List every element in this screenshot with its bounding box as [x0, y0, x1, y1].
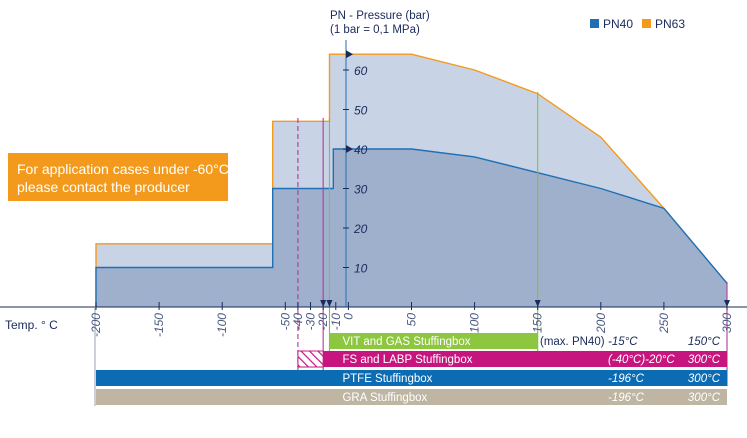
x-tick-label: 150 — [531, 313, 545, 333]
bar-note: (max. PN40) — [540, 336, 605, 348]
pressure-arrow — [346, 145, 353, 153]
bar-max-temp: 300°C — [688, 392, 721, 404]
x-tick-label: -10 — [329, 313, 343, 331]
bar-max-temp: 150°C — [688, 336, 721, 348]
notice-background — [8, 153, 228, 201]
limit-arrow — [320, 300, 327, 307]
bar-min-temp: -196°C — [608, 373, 645, 385]
bar-max-temp: 300°C — [688, 354, 721, 366]
x-tick-label: -30 — [304, 313, 318, 331]
bar-label: PTFE Stuffingbox — [342, 373, 432, 385]
x-tick-label: 250 — [657, 313, 671, 334]
y-axis-title-line1: PN - Pressure (bar) — [330, 10, 430, 22]
y-tick-label: 30 — [354, 183, 368, 197]
x-tick-label: -150 — [152, 313, 166, 337]
x-tick-label: -50 — [278, 313, 292, 331]
pressure-arrow — [346, 50, 353, 59]
y-tick-label: 40 — [354, 143, 368, 157]
x-tick-label: -40 — [291, 313, 305, 331]
limit-arrow — [326, 300, 333, 307]
bar-label: GRA Stuffingbox — [342, 392, 427, 404]
limit-arrow — [534, 300, 541, 307]
bar-min-temp: -15°C — [608, 336, 638, 348]
legend-label-pn40: PN40 — [603, 17, 633, 31]
notice-line2: please contact the producer — [17, 179, 190, 195]
tick-layer: -200 -150 -100 -50-40-30-20-100 50 100 150 200 2… — [89, 50, 734, 337]
y-tick-label: 10 — [354, 262, 368, 276]
x-tick-label: 300 — [720, 313, 734, 333]
legend-swatch-pn40 — [590, 19, 599, 28]
x-tick-label: 100 — [468, 313, 482, 333]
y-tick-label: 50 — [354, 104, 368, 118]
limit-arrow — [724, 300, 730, 307]
bar-min-temp: (-40°C)-20°C — [608, 354, 675, 366]
x-tick-label: 50 — [405, 313, 419, 327]
x-tick-label: -200 — [89, 313, 103, 337]
notice-box: For application cases under -60°C please… — [8, 153, 229, 201]
bar-label: FS and LABP Stuffingbox — [342, 354, 472, 366]
axis-layer — [0, 40, 747, 406]
x-tick-label: 0 — [341, 313, 355, 320]
x-tick-label: 200 — [594, 313, 608, 334]
x-axis-label: Temp. ° C — [5, 318, 58, 332]
bar-label: VIT and GAS Stuffingbox — [342, 336, 470, 348]
x-tick-label: -20 — [316, 313, 330, 331]
guide-line-layer — [297, 92, 728, 386]
y-tick-label: 60 — [354, 64, 368, 78]
legend-swatch-pn63 — [642, 19, 651, 28]
legend: PN40 PN63 — [590, 17, 685, 31]
bar-hatch-fs-and-labp-stuffingbox — [297, 350, 324, 368]
bar-vit-and-gas-stuffingbox — [329, 333, 538, 349]
bar-max-temp: 300°C — [688, 373, 721, 385]
area-layer — [95, 53, 728, 308]
legend-label-pn63: PN63 — [655, 17, 685, 31]
x-tick-label: -100 — [215, 313, 229, 337]
bar-fs-and-labp-stuffingbox — [323, 351, 727, 367]
bar-min-temp: -196°C — [608, 392, 645, 404]
y-axis-title-line2: (1 bar = 0,1 MPa) — [330, 24, 420, 36]
bar-layer: VIT and GAS Stuffingbox (max. PN40) -15°C 1… — [96, 333, 727, 405]
bar-gra-stuffingbox — [96, 389, 727, 405]
y-tick-label: 20 — [353, 222, 368, 236]
bar-ptfe-stuffingbox — [96, 370, 727, 386]
notice-line1: For application cases under -60°C — [17, 161, 229, 177]
